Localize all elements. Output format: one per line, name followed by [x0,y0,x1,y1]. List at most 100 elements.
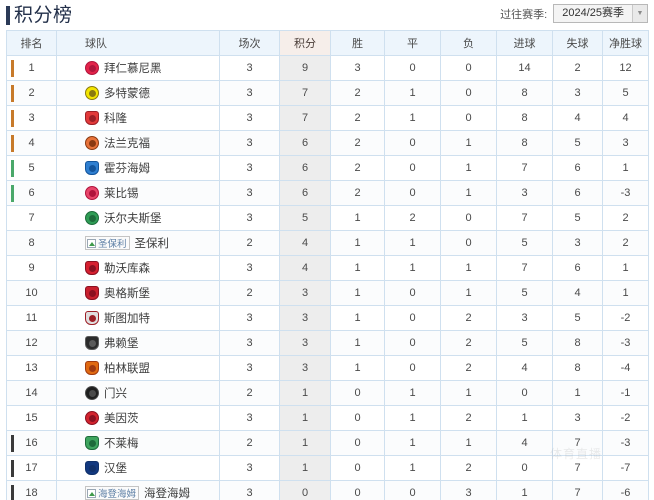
team-cell: 沃尔夫斯堡 [57,210,219,226]
cell-team[interactable]: 霍芬海姆 [56,155,220,181]
cell-loss: 0 [440,105,497,131]
team-name: 沃尔夫斯堡 [104,213,162,225]
rank-number: 5 [28,162,35,174]
broken-image-alt-text: 圣保利 [98,239,127,250]
col-header-goals-against[interactable]: 失球 [552,30,603,56]
cell-points: 3 [279,305,331,331]
cell-draw: 0 [384,330,441,356]
cell-goals-against: 4 [552,105,603,131]
cell-goals-against: 2 [552,55,603,81]
table-row[interactable]: 1 拜仁慕尼黑 3 9 3 0 0 14 2 12 [6,55,649,81]
col-header-draw[interactable]: 平 [384,30,441,56]
cell-team[interactable]: 斯图加特 [56,305,220,331]
table-row[interactable]: 5 霍芬海姆 3 6 2 0 1 7 6 1 [6,155,649,181]
col-header-goals-for[interactable]: 进球 [496,30,553,56]
chevron-down-icon[interactable]: ▼ [632,5,647,22]
table-row[interactable]: 12 弗赖堡 3 3 1 0 2 5 8 -3 [6,330,649,356]
cell-team[interactable]: 莱比锡 [56,180,220,206]
cell-rank: 3 [6,105,57,131]
col-header-points[interactable]: 积分 [279,30,331,56]
table-row[interactable]: 6 莱比锡 3 6 2 0 1 3 6 -3 [6,180,649,206]
table-row[interactable]: 2 多特蒙德 3 7 2 1 0 8 3 5 [6,80,649,106]
season-select[interactable]: 2024/25赛季 ▼ [553,4,648,23]
cell-goals-for: 8 [496,130,553,156]
team-crest-inner [88,439,96,447]
page-title-group: 积分榜 [6,5,73,25]
cell-team[interactable]: 弗赖堡 [56,330,220,356]
cell-goals-for: 4 [496,430,553,456]
rank-zone-marker [11,160,14,177]
rank-number: 16 [25,437,38,449]
rank-zone-marker [11,185,14,202]
cell-points: 7 [279,105,331,131]
team-crest-icon [85,361,99,375]
team-name: 斯图加特 [104,313,150,325]
rank-number: 13 [25,362,38,374]
cell-goals-for: 4 [496,355,553,381]
table-row[interactable]: 15 美因茨 3 1 0 1 2 1 3 -2 [6,405,649,431]
cell-points: 3 [279,330,331,356]
cell-team[interactable]: 法兰克福 [56,130,220,156]
team-name: 弗赖堡 [104,338,139,350]
cell-team[interactable]: 海登海姆 海登海姆 [56,480,220,500]
table-row[interactable]: 10 奥格斯堡 2 3 1 0 1 5 4 1 [6,280,649,306]
team-crest-icon [85,86,99,100]
cell-team[interactable]: 圣保利 圣保利 [56,230,220,256]
cell-rank: 16 [6,430,57,456]
cell-goals-against: 4 [552,280,603,306]
cell-team[interactable]: 不莱梅 [56,430,220,456]
cell-team[interactable]: 沃尔夫斯堡 [56,205,220,231]
table-row[interactable]: 13 柏林联盟 3 3 1 0 2 4 8 -4 [6,355,649,381]
rank-number: 2 [28,87,35,99]
col-header-loss[interactable]: 负 [440,30,497,56]
cell-goals-against: 5 [552,130,603,156]
cell-team[interactable]: 门兴 [56,380,220,406]
cell-team[interactable]: 拜仁慕尼黑 [56,55,220,81]
cell-goal-diff: -4 [602,355,649,381]
cell-team[interactable]: 勒沃库森 [56,255,220,281]
col-header-rank[interactable]: 排名 [6,30,57,56]
col-header-goal-diff[interactable]: 净胜球 [602,30,649,56]
table-row[interactable]: 16 不莱梅 2 1 0 1 1 4 7 -3 [6,430,649,456]
cell-points: 1 [279,455,331,481]
cell-loss: 0 [440,80,497,106]
team-name: 美因茨 [104,413,139,425]
cell-team[interactable]: 汉堡 [56,455,220,481]
table-row[interactable]: 18 海登海姆 海登海姆 3 0 0 0 3 1 7 -6 [6,480,649,500]
team-name: 拜仁慕尼黑 [104,63,162,75]
table-row[interactable]: 14 门兴 2 1 0 1 1 0 1 -1 [6,380,649,406]
col-header-win[interactable]: 胜 [330,30,385,56]
table-row[interactable]: 9 勒沃库森 3 4 1 1 1 7 6 1 [6,255,649,281]
cell-rank: 4 [6,130,57,156]
table-row[interactable]: 17 汉堡 3 1 0 1 2 0 7 -7 [6,455,649,481]
team-crest-inner [88,314,96,322]
table-row[interactable]: 4 法兰克福 3 6 2 0 1 8 5 3 [6,130,649,156]
table-row[interactable]: 8 圣保利 圣保利 2 4 1 1 0 5 3 2 [6,230,649,256]
cell-team[interactable]: 奥格斯堡 [56,280,220,306]
cell-team[interactable]: 美因茨 [56,405,220,431]
cell-team[interactable]: 科隆 [56,105,220,131]
col-header-team[interactable]: 球队 [56,30,220,56]
cell-win: 2 [330,105,385,131]
cell-win: 0 [330,405,385,431]
col-header-played[interactable]: 场次 [219,30,280,56]
cell-points: 0 [279,480,331,500]
cell-goals-for: 7 [496,255,553,281]
table-row[interactable]: 11 斯图加特 3 3 1 0 2 3 5 -2 [6,305,649,331]
table-row[interactable]: 3 科隆 3 7 2 1 0 8 4 4 [6,105,649,131]
team-cell: 法兰克福 [57,135,219,151]
cell-points: 3 [279,355,331,381]
cell-played: 2 [219,430,280,456]
table-row[interactable]: 7 沃尔夫斯堡 3 5 1 2 0 7 5 2 [6,205,649,231]
cell-team[interactable]: 柏林联盟 [56,355,220,381]
season-picker[interactable]: 过往赛季: 2024/25赛季 ▼ [500,4,648,23]
cell-team[interactable]: 多特蒙德 [56,80,220,106]
team-cell: 斯图加特 [57,310,219,326]
cell-goal-diff: 4 [602,105,649,131]
team-cell: 奥格斯堡 [57,285,219,301]
cell-rank: 9 [6,255,57,281]
cell-draw: 0 [384,305,441,331]
cell-goals-for: 0 [496,455,553,481]
cell-win: 0 [330,455,385,481]
